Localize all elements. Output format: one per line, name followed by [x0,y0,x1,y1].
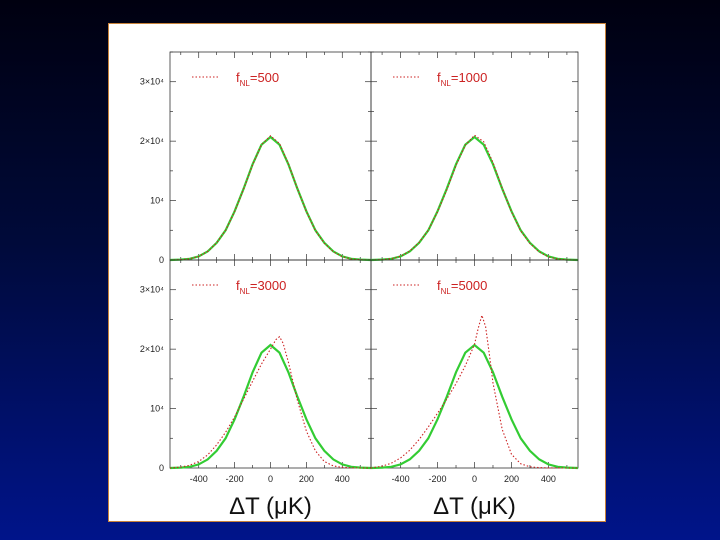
gaussian-curve [169,135,372,262]
y-tick-label: 3×10⁴ [140,285,164,295]
panel-1: 0 10⁴ 2×10⁴ 3×10⁴ fNL=500 [140,51,372,265]
x-tick-label: 0 [472,474,477,484]
x-axis-label: ΔT (μK) [229,493,312,520]
chart-figure: 0 10⁴ 2×10⁴ 3×10⁴ fNL=500 fNL=1000 0 10⁴ 2×10⁴ 3×… [140,51,579,520]
y-tick-label: 3×10⁴ [140,77,164,87]
panel-3: 0 10⁴ 2×10⁴ 3×10⁴ -400 -200 0 200 400 fNL=3000 [140,259,372,484]
x-tick-label: -400 [190,474,208,484]
panel-4: -400 -200 0 200 400 fNL=5000 [370,259,579,484]
x-tick-label: -200 [429,474,447,484]
y-tick-label: 10⁴ [150,404,164,414]
non-gaussian-curve [169,335,372,469]
legend-label: fNL=500 [236,70,279,88]
x-tick-label: 200 [299,474,314,484]
legend-label: fNL=3000 [236,278,286,296]
gaussian-curve [370,135,579,262]
x-tick-label: 200 [504,474,519,484]
y-tick-label: 2×10⁴ [140,136,164,146]
y-tick-label: 0 [159,463,164,473]
non-gaussian-curve [169,135,372,261]
x-tick-label: -400 [392,474,410,484]
non-gaussian-curve [370,313,578,469]
x-tick-label: 400 [335,474,350,484]
y-tick-label: 2×10⁴ [140,344,164,354]
x-tick-label: 400 [541,474,556,484]
gaussian-curve [370,343,579,470]
x-tick-label: -200 [226,474,244,484]
y-tick-label: 0 [159,255,164,265]
legend-label: fNL=5000 [437,278,487,296]
x-axis-label: ΔT (μK) [433,493,516,520]
legend-label: fNL=1000 [437,70,487,88]
non-gaussian-curve [370,134,579,261]
x-tick-label: 0 [268,474,273,484]
gaussian-curve [169,343,372,470]
y-tick-label: 10⁴ [150,196,164,206]
panel-2: fNL=1000 [370,51,579,262]
figure-panel: 0 10⁴ 2×10⁴ 3×10⁴ fNL=500 fNL=1000 0 10⁴ 2×10⁴ 3×… [108,23,606,522]
